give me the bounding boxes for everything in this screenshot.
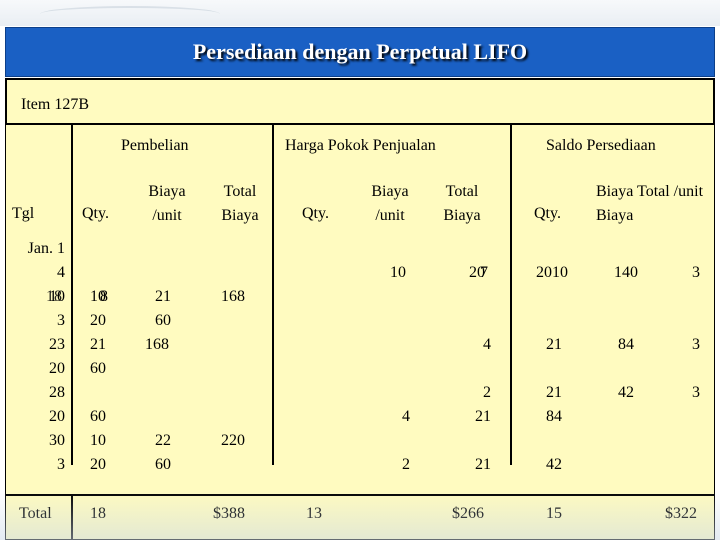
- total-balance-cost: $322: [665, 505, 697, 522]
- balance-qty-cell: 21: [546, 336, 562, 353]
- balance-total-cell: 3: [692, 336, 700, 353]
- date-cell: 20: [49, 360, 65, 377]
- balance-cost-cell: 84: [618, 336, 634, 353]
- date-cell: 4: [57, 264, 65, 281]
- sales-cost-cell: 2: [483, 384, 491, 401]
- sales-cost-cell: 21: [475, 456, 491, 473]
- divider-total-row: [5, 494, 715, 496]
- date-cell: 18: [46, 288, 62, 305]
- balance-qty-cell: 10: [552, 264, 568, 281]
- balance-cost-cell: 42: [618, 384, 634, 401]
- sales-qty-cell: 4: [402, 408, 410, 425]
- purchase-qty-cell: 60: [90, 360, 106, 377]
- date-cell: 28: [49, 384, 65, 401]
- balance-cost-cell: 140: [614, 264, 638, 281]
- divider-hpp: [510, 125, 512, 465]
- balance-total-cell: 3: [692, 384, 700, 401]
- header-total-pembelian: Total Biaya: [221, 183, 259, 224]
- group-hpp: Harga Pokok Penjualan: [285, 137, 436, 154]
- header-qty-saldo: Qty.: [534, 205, 561, 222]
- total-balance-qty: 15: [546, 505, 562, 522]
- balance-qty-cell: 20: [536, 264, 552, 281]
- purchase-cost-cell: 168: [145, 336, 169, 353]
- purchase-cost-cell: 60: [155, 312, 171, 329]
- purchase-qty-cell: 21: [90, 336, 106, 353]
- balance-qty-cell: 21: [546, 384, 562, 401]
- sales-total-cell: 21: [475, 408, 491, 425]
- purchase-qty-cell: 20: [90, 456, 106, 473]
- date-cell: 3: [57, 312, 65, 329]
- sales-total-cell: 20: [469, 264, 485, 281]
- purchase-cost-cell: 21: [155, 288, 171, 305]
- purchase-cost-cell: 60: [155, 456, 171, 473]
- item-label: Item 127B: [21, 96, 89, 113]
- sales-qty-cell: 2: [402, 456, 410, 473]
- group-pembelian: Pembelian: [121, 137, 189, 154]
- header-qty-hpp: Qty.: [302, 205, 329, 222]
- date-cell: Jan. 1: [27, 240, 65, 257]
- date-cell: 20: [49, 408, 65, 425]
- purchase-qty-cell: 8: [100, 288, 108, 305]
- slide-title: Persediaan dengan Perpetual LIFO: [192, 39, 528, 64]
- purchase-qty-cell: 10: [90, 288, 106, 305]
- group-saldo: Saldo Persediaan: [546, 137, 656, 154]
- table-panel: [5, 78, 715, 540]
- purchase-cost-cell: 22: [155, 432, 171, 449]
- sales-cost-cell: 10: [390, 264, 406, 281]
- header-tgl: Tgl: [12, 205, 35, 222]
- header-biaya-pembelian: Biaya /unit: [148, 183, 186, 224]
- date-cell: 10: [49, 288, 65, 305]
- divider-total-tgl: [71, 494, 73, 540]
- date-cell: 3: [57, 456, 65, 473]
- total-purchase-cost: $388: [213, 505, 245, 522]
- divider-pembelian: [272, 125, 274, 465]
- header-total-hpp: Total Biaya: [443, 183, 481, 224]
- item-row: Item 127B: [5, 78, 715, 125]
- purchase-qty-cell: 10: [90, 432, 106, 449]
- total-sales-cost: $266: [452, 505, 484, 522]
- total-purchase-qty: 18: [90, 505, 106, 522]
- total-sales-qty: 13: [306, 505, 322, 522]
- date-cell: 23: [49, 336, 65, 353]
- balance-qty-cell: 84: [546, 408, 562, 425]
- date-cell: 30: [49, 432, 65, 449]
- header-biaya-total-saldo: Biaya Total /unit Biaya: [596, 183, 704, 224]
- top-banner: [0, 0, 720, 26]
- sales-total-cell: 7: [480, 264, 488, 281]
- purchase-total-cell: 220: [221, 432, 245, 449]
- banner-swoosh: [40, 6, 220, 22]
- divider-tgl: [71, 125, 73, 465]
- purchase-qty-cell: 60: [90, 408, 106, 425]
- sales-cost-cell: 4: [483, 336, 491, 353]
- total-label: Total: [19, 505, 52, 522]
- title-bar: Persediaan dengan Perpetual LIFO: [5, 27, 715, 77]
- purchase-total-cell: 168: [221, 288, 245, 305]
- header-qty-pembelian: Qty.: [82, 205, 109, 222]
- balance-total-cell: 3: [692, 264, 700, 281]
- purchase-qty-cell: 20: [90, 312, 106, 329]
- balance-qty-cell: 42: [546, 456, 562, 473]
- header-biaya-hpp: Biaya /unit: [371, 183, 409, 224]
